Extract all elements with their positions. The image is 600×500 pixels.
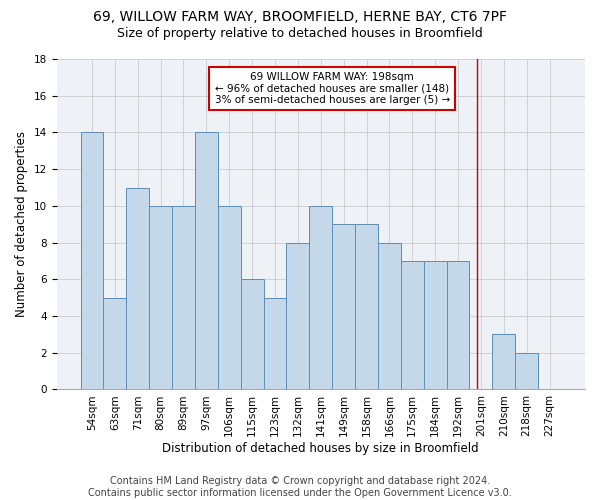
Bar bbox=[195, 132, 218, 390]
Text: Size of property relative to detached houses in Broomfield: Size of property relative to detached ho… bbox=[117, 28, 483, 40]
Bar bbox=[127, 188, 149, 390]
Bar bbox=[332, 224, 355, 390]
Bar bbox=[80, 132, 103, 390]
Bar bbox=[149, 206, 172, 390]
Bar bbox=[424, 261, 446, 390]
Bar bbox=[401, 261, 424, 390]
Bar bbox=[310, 206, 332, 390]
Text: 69, WILLOW FARM WAY, BROOMFIELD, HERNE BAY, CT6 7PF: 69, WILLOW FARM WAY, BROOMFIELD, HERNE B… bbox=[93, 10, 507, 24]
Bar bbox=[286, 242, 310, 390]
Bar bbox=[241, 280, 263, 390]
Bar bbox=[446, 261, 469, 390]
Bar bbox=[218, 206, 241, 390]
Text: 69 WILLOW FARM WAY: 198sqm
← 96% of detached houses are smaller (148)
3% of semi: 69 WILLOW FARM WAY: 198sqm ← 96% of deta… bbox=[215, 72, 450, 105]
Bar bbox=[263, 298, 286, 390]
Text: Contains HM Land Registry data © Crown copyright and database right 2024.
Contai: Contains HM Land Registry data © Crown c… bbox=[88, 476, 512, 498]
Y-axis label: Number of detached properties: Number of detached properties bbox=[15, 131, 28, 317]
Bar bbox=[378, 242, 401, 390]
Bar bbox=[103, 298, 127, 390]
Bar bbox=[493, 334, 515, 390]
Bar bbox=[515, 352, 538, 390]
Bar bbox=[172, 206, 195, 390]
Bar bbox=[355, 224, 378, 390]
X-axis label: Distribution of detached houses by size in Broomfield: Distribution of detached houses by size … bbox=[163, 442, 479, 455]
